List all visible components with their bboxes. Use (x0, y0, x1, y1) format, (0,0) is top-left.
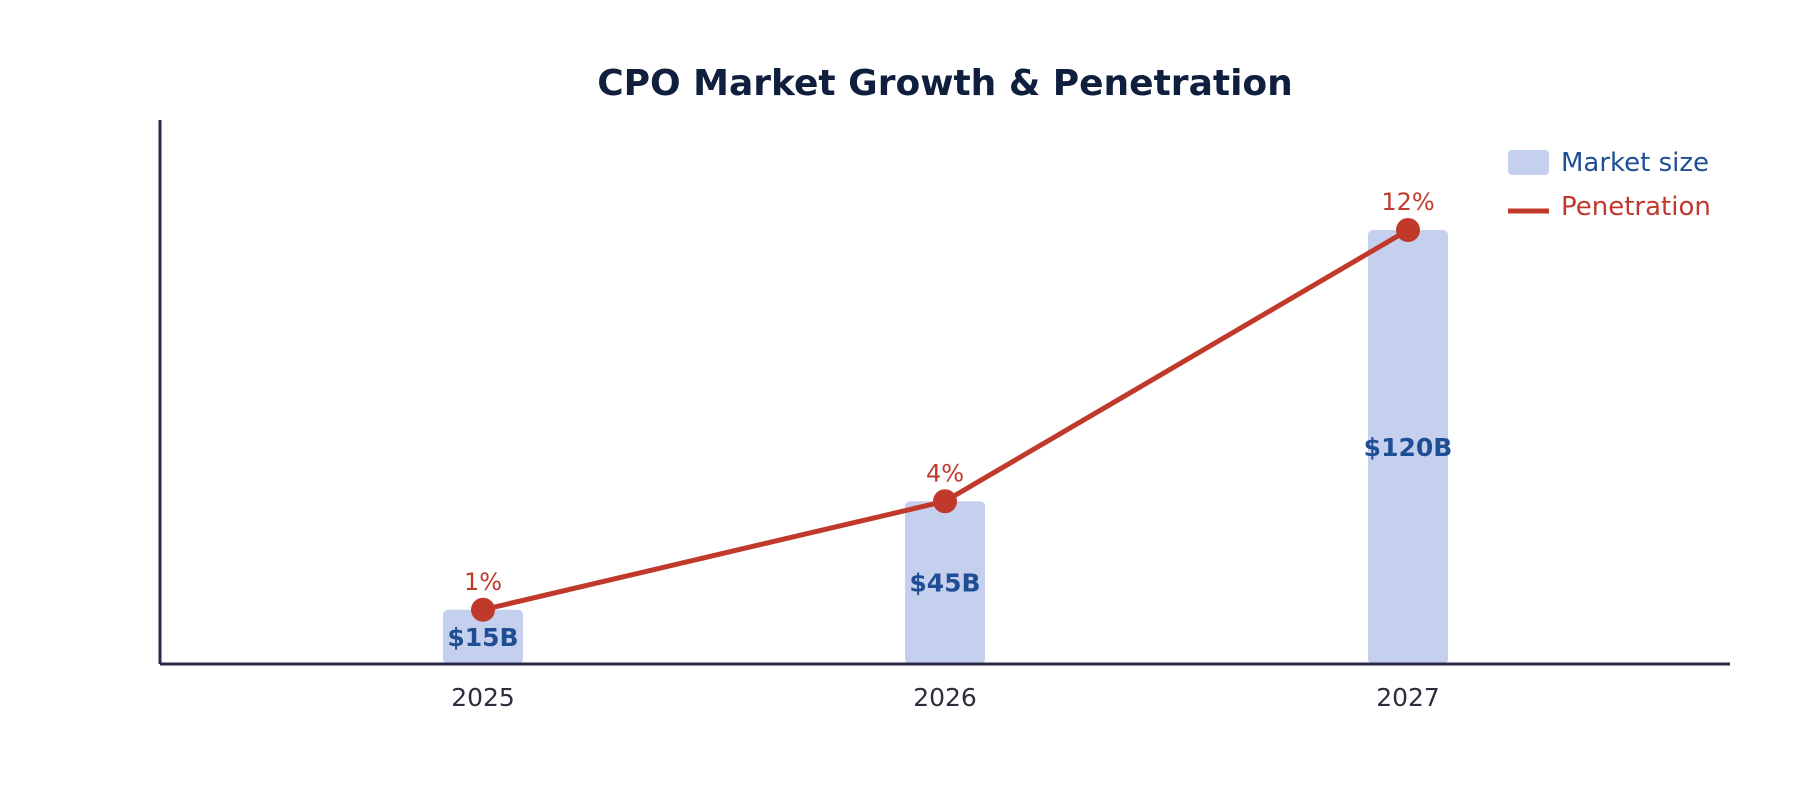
penetration-label-2025: 1% (464, 568, 502, 596)
penetration-point-2026 (933, 489, 957, 514)
x-tick-label-2025: 2025 (451, 683, 515, 712)
penetration-point-2027 (1396, 218, 1420, 242)
x-tick-label-2026: 2026 (913, 683, 977, 712)
bar-2027 (1368, 230, 1448, 664)
bar-2026 (905, 501, 985, 664)
penetration-point-2025 (471, 597, 495, 622)
legend-label-penetration: Penetration (1561, 192, 1711, 222)
bars-layer: $15B $45B $120B (443, 230, 1452, 664)
legend: Market size Penetration (1508, 148, 1711, 222)
bar-value-label-2027: $120B (1364, 433, 1453, 462)
penetration-label-2027: 12% (1381, 188, 1434, 216)
axes-layer (158, 120, 1730, 666)
bar-value-label-2025: $15B (447, 623, 518, 652)
bar-value-label-2026: $45B (909, 569, 980, 598)
penetration-label-2026: 4% (926, 459, 964, 487)
bar-2025 (443, 609, 523, 664)
legend-swatch-market-size (1508, 150, 1549, 175)
line-layer: 1% 4% 12% (464, 188, 1435, 622)
ticks-layer: 2025 2026 2027 (451, 683, 1440, 712)
chart-title: CPO Market Growth & Penetration (597, 63, 1293, 104)
legend-label-market-size: Market size (1561, 148, 1709, 178)
x-tick-label-2027: 2027 (1376, 683, 1440, 712)
